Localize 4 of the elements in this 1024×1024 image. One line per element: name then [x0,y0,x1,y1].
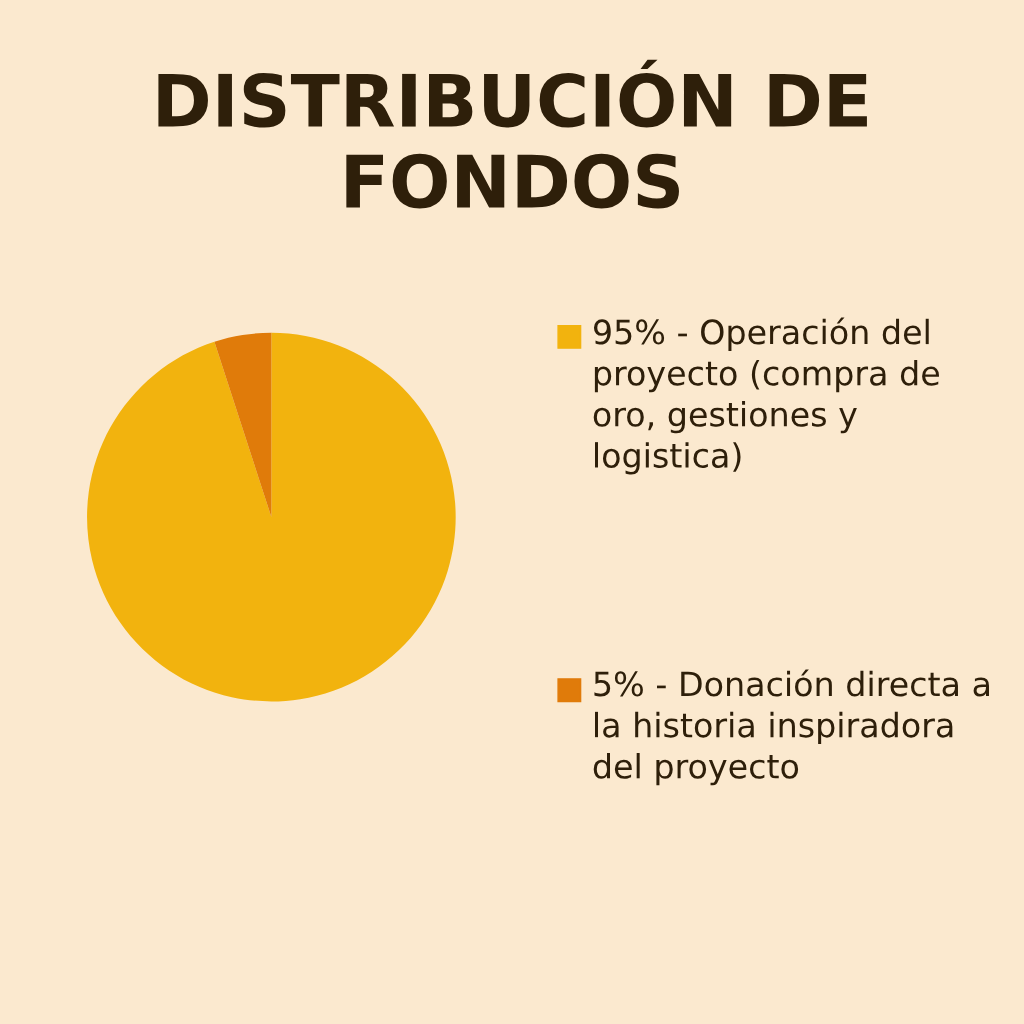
chart-title: DISTRIBUCIÓN DE FONDOS [158,59,867,209]
legend-label: 5% - Donación directa a la historia inspiradora del proyecto [593,669,989,786]
legend-label: 95% - Operación del proyecto (compra de oro, gestiones y logistica) [593,317,939,475]
pie-slice [87,332,456,702]
